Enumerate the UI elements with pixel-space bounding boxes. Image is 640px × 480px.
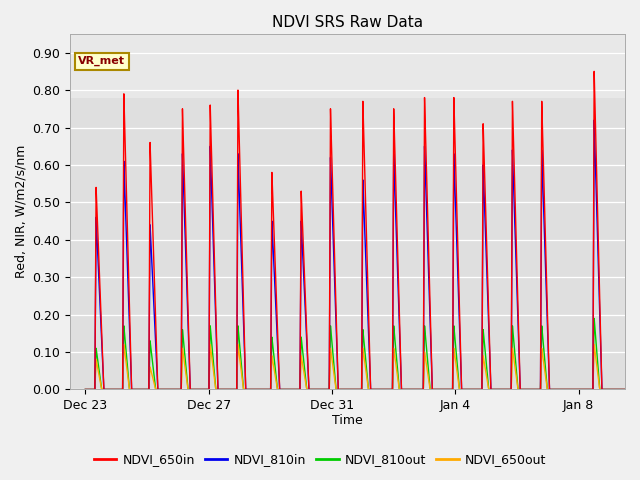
Title: NDVI SRS Raw Data: NDVI SRS Raw Data [272, 15, 423, 30]
NDVI_810in [577, 386, 584, 392]
NDVI_810out [289, 386, 297, 392]
NDVI_650out [120, 342, 128, 348]
NDVI_650out [621, 386, 629, 392]
NDVI_810in [81, 386, 89, 392]
NDVI_810in [160, 386, 168, 392]
NDVI_810in [289, 386, 297, 392]
Legend: NDVI_650in, NDVI_810in, NDVI_810out, NDVI_650out: NDVI_650in, NDVI_810in, NDVI_810out, NDV… [89, 448, 551, 471]
NDVI_810out [621, 386, 629, 392]
Bar [70, 97, 625, 389]
NDVI_650out [410, 386, 418, 392]
NDVI_650in [115, 386, 123, 392]
NDVI_650out [577, 386, 584, 392]
NDVI_650out [289, 386, 297, 392]
NDVI_650in [616, 386, 623, 392]
NDVI_650in [81, 386, 89, 392]
NDVI_810out [81, 386, 89, 392]
Line: NDVI_650out: NDVI_650out [85, 345, 625, 389]
NDVI_810in [115, 386, 123, 392]
Text: VR_met: VR_met [78, 56, 125, 66]
NDVI_650out [160, 386, 168, 392]
NDVI_810out [410, 386, 418, 392]
Line: NDVI_810in: NDVI_810in [85, 120, 625, 389]
NDVI_810out [160, 386, 168, 392]
NDVI_810in [621, 386, 629, 392]
NDVI_650in [410, 386, 418, 392]
NDVI_650in [621, 386, 629, 392]
NDVI_650out [616, 386, 623, 392]
NDVI_650in [577, 386, 584, 392]
NDVI_650out [115, 386, 123, 392]
NDVI_810out [577, 386, 584, 392]
NDVI_810in [616, 386, 623, 392]
NDVI_650in [590, 69, 598, 74]
NDVI_650out [81, 386, 89, 392]
Line: NDVI_650in: NDVI_650in [85, 72, 625, 389]
Line: NDVI_810out: NDVI_810out [85, 318, 625, 389]
NDVI_650in [160, 386, 168, 392]
NDVI_650in [289, 386, 297, 392]
NDVI_810out [590, 315, 598, 321]
NDVI_810in [590, 117, 598, 123]
Y-axis label: Red, NIR, W/m2/s/nm: Red, NIR, W/m2/s/nm [15, 145, 28, 278]
NDVI_810out [616, 386, 623, 392]
NDVI_810in [410, 386, 418, 392]
NDVI_810out [115, 386, 123, 392]
X-axis label: Time: Time [332, 414, 363, 427]
